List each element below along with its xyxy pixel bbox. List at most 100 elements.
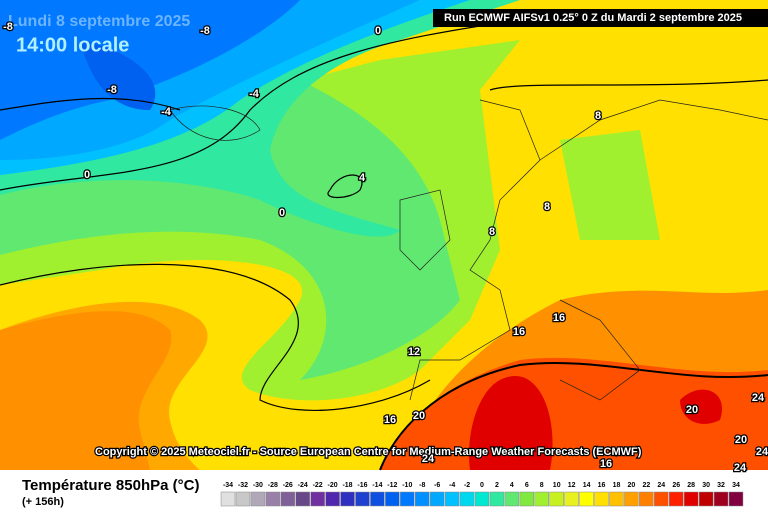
colorbar-tick-label: 14 xyxy=(583,482,591,489)
contour-label: 24 xyxy=(756,446,768,458)
contour-label: 16 xyxy=(600,458,612,470)
colorbar-cell xyxy=(609,491,624,507)
contour-label: -4 xyxy=(161,106,172,118)
colorbar-tick-label: -14 xyxy=(372,482,382,489)
legend-title: Température 850hPa (°C) xyxy=(22,477,199,494)
colorbar-cell xyxy=(519,491,535,507)
contour-label: 8 xyxy=(595,110,601,122)
colorbar-cell xyxy=(310,491,325,507)
colorbar-cell xyxy=(669,491,684,507)
colorbar-cell xyxy=(504,491,520,507)
copyright: Copyright © 2025 Meteociel.fr - Source E… xyxy=(95,446,642,458)
colorbar-tick-label: -16 xyxy=(357,482,367,489)
colorbar-tick-label: -18 xyxy=(342,482,352,489)
colorbar-tick-label: -10 xyxy=(402,482,412,489)
colorbar-tick-label: 24 xyxy=(657,482,665,489)
contour-label: 16 xyxy=(513,326,525,338)
colorbar-tick-label: 6 xyxy=(525,482,529,489)
colorbar-cell xyxy=(594,491,609,507)
date-label: Lundi 8 septembre 2025 xyxy=(8,13,190,30)
colorbar-cell xyxy=(459,491,475,507)
colorbar-tick-label: 30 xyxy=(702,482,710,489)
colorbar-cell xyxy=(564,491,579,507)
colorbar-tick-label: -2 xyxy=(464,482,470,489)
colorbar-tick-label: 8 xyxy=(540,482,544,489)
contour-label: 0 xyxy=(84,169,90,181)
colorbar-cell xyxy=(385,491,400,507)
colorbar-tick-label: -12 xyxy=(387,482,397,489)
colorbar-tick-label: 4 xyxy=(510,482,514,489)
colorbar-tick-label: 20 xyxy=(628,482,636,489)
colorbar-tick-label: -24 xyxy=(298,482,308,489)
contour-label: -8 xyxy=(200,25,210,37)
legend-subtitle: (+ 156h) xyxy=(22,496,64,508)
colorbar-cell xyxy=(698,491,714,507)
contour-label: 8 xyxy=(489,226,495,238)
colorbar-tick-label: 10 xyxy=(553,482,561,489)
map: Run ECMWF AIFSv1 0.25° 0 Z du Mardi 2 se… xyxy=(0,0,768,476)
contour-label: 0 xyxy=(279,207,285,219)
colorbar-cell xyxy=(534,491,549,507)
colorbar-tick-label: 32 xyxy=(717,482,725,489)
colorbar-tick-label: 16 xyxy=(598,482,606,489)
colorbar-tick-label: 0 xyxy=(480,482,484,489)
colorbar-tick-label: 34 xyxy=(732,482,740,489)
colorbar-tick-label: 18 xyxy=(613,482,621,489)
colorbar-tick-label: 22 xyxy=(642,482,650,489)
colorbar-tick-label: -22 xyxy=(313,482,323,489)
colorbar-cell xyxy=(325,491,340,507)
colorbar-tick-label: -8 xyxy=(419,482,425,489)
colorbar-tick-label: 12 xyxy=(568,482,576,489)
colorbar-tick-label: -4 xyxy=(449,482,455,489)
colorbar-cell xyxy=(683,491,699,507)
colorbar-cell xyxy=(265,491,281,507)
contour-labels: -8 -8 -8 0 -4 -4 0 4 0 8 8 8 12 16 16 16 20 20 24 20 24 24 16 2… xyxy=(2,20,768,476)
colorbar-tick-label: -6 xyxy=(434,482,440,489)
time-label: 14:00 locale xyxy=(16,34,129,56)
colorbar-cell xyxy=(624,491,639,507)
colorbar-cell xyxy=(728,491,744,507)
colorbar-cell xyxy=(713,491,729,507)
colorbar-tick-label: -28 xyxy=(268,482,278,489)
contour-label: 0 xyxy=(375,25,381,37)
colorbar-tick-label: 2 xyxy=(495,482,499,489)
colorbar: -34 -32 -30 -28 -26 -24 -22 -20 -18 -16 -14 -12 -10-… xyxy=(220,482,744,507)
contour-label: -8 xyxy=(107,84,117,96)
contour-label: 24 xyxy=(752,392,765,404)
contour-label: 20 xyxy=(413,410,425,422)
colorbar-cell xyxy=(639,491,654,507)
colorbar-tick-label: -30 xyxy=(253,482,263,489)
contour-label: 20 xyxy=(735,434,747,446)
colorbar-cell xyxy=(415,491,430,507)
colorbar-cell xyxy=(400,491,415,507)
colorbar-cell xyxy=(355,491,370,507)
colorbar-cell xyxy=(295,491,310,507)
contour-label: 20 xyxy=(686,404,698,416)
contour-label: 12 xyxy=(408,346,420,358)
contour-label: 16 xyxy=(553,312,565,324)
contour-label: 8 xyxy=(544,201,550,213)
colorbar-cell xyxy=(579,491,594,507)
colorbar-tick-label: -20 xyxy=(328,482,338,489)
colorbar-tick-label: -32 xyxy=(238,482,248,489)
colorbar-cell xyxy=(444,491,460,507)
colorbar-tick-label: 28 xyxy=(687,482,695,489)
colorbar-tick-label: -34 xyxy=(223,482,233,489)
contour-label: -8 xyxy=(3,21,13,33)
colorbar-cell xyxy=(489,491,505,507)
contour-label: 24 xyxy=(422,453,435,465)
colorbar-cell xyxy=(654,491,669,507)
contour-label: 16 xyxy=(384,414,396,426)
colorbar-cell xyxy=(429,491,445,507)
colorbar-tick-label: -26 xyxy=(283,482,293,489)
colorbar-cell xyxy=(235,491,251,507)
colorbar-cell xyxy=(250,491,266,507)
contour-label: 4 xyxy=(359,172,366,184)
contour-label: 24 xyxy=(734,462,747,474)
colorbar-cell xyxy=(340,491,355,507)
run-info: Run ECMWF AIFSv1 0.25° 0 Z du Mardi 2 se… xyxy=(444,12,742,24)
colorbar-cell xyxy=(220,491,236,507)
colorbar-cell xyxy=(370,491,385,507)
colorbar-tick-label: 26 xyxy=(672,482,680,489)
